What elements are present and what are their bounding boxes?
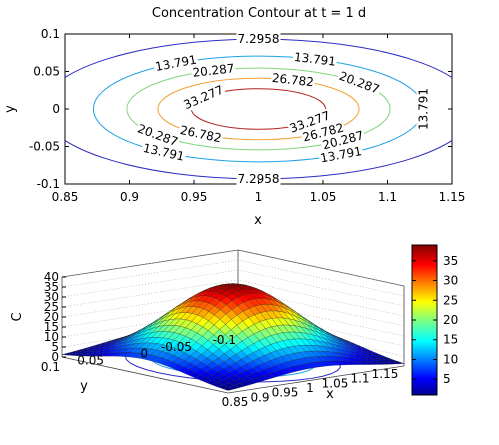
surface-patch: [222, 386, 235, 391]
surface-z-tick-label: 15: [44, 320, 59, 334]
surface-x-tick-label: 0.85: [222, 395, 249, 409]
contour-y-tick-label: 0.1: [41, 27, 60, 41]
contour-y-tick-label: 0: [52, 102, 60, 116]
surface-y-label: y: [80, 379, 88, 394]
contour-level-label: 7.2958: [238, 172, 280, 186]
surface-y-tick-label: -0.05: [161, 340, 192, 354]
surface-y-tick-label: -0.1: [213, 333, 236, 347]
surface-y-tick-label: 0.05: [77, 353, 104, 367]
surface-x-tick-label: 1.05: [322, 376, 349, 390]
surface-x-tick-label: 1.1: [350, 372, 369, 386]
contour-title: Concentration Contour at t = 1 d: [152, 6, 366, 21]
contour-label-bg: [153, 52, 199, 75]
surface-base-edges: [61, 356, 405, 394]
contour-label-bg: [236, 32, 281, 47]
contour-level-line: [157, 77, 360, 141]
surface-z-tick-label: 5: [51, 340, 59, 354]
contour-label-bg: [190, 61, 237, 81]
contour-x-tick-label: 1.05: [310, 190, 337, 204]
surface-grid-line: [61, 249, 405, 287]
surface-grid-line: [61, 279, 405, 317]
surface-z-tick-label: 10: [44, 330, 59, 344]
contour-x-tick-label: 1: [255, 190, 263, 204]
surface-grid-line: [61, 299, 405, 337]
colorbar: 5 10 15 20 25 30 35: [411, 244, 458, 396]
contour-level-label: 26.782: [179, 123, 223, 145]
contour-label-bg: [318, 143, 364, 166]
surface-z-label: C: [10, 312, 25, 321]
contour-label-bg: [300, 120, 347, 145]
contour-label-bg: [270, 70, 316, 90]
contour-x-tick-label: 1.1: [378, 190, 397, 204]
contour-label-bg: [336, 68, 383, 97]
contour-level-label: 13.791: [417, 88, 431, 130]
contour-label-bg: [286, 107, 333, 137]
contour-y-ticks: 0.1 0.05 0 -0.05 -0.1: [29, 27, 452, 191]
surface-grid-line: [61, 269, 405, 307]
contour-label-bg: [320, 127, 367, 153]
surface-z-tick-label: 25: [44, 300, 59, 314]
contour-x-tick-label: 0.85: [52, 190, 79, 204]
colorbar-tick-label: 20: [443, 313, 458, 327]
contour-plot: Concentration Contour at t = 1 d 7.2958 7…: [3, 6, 466, 228]
contour-level-label: 13.791: [154, 53, 198, 74]
contour-label-bg: [177, 122, 224, 146]
contour-x-ticks: 0.85 0.9 0.95 1 1.05 1.1 1.15: [52, 34, 466, 204]
surface-y-ticks: 0.1 0.05 0 -0.05 -0.1: [41, 333, 236, 374]
surface-y-tick-label: 0.1: [41, 360, 60, 374]
surface-grid-line: [61, 259, 405, 297]
surface-z-tick-label: 35: [44, 280, 59, 294]
contour-label-bg: [180, 82, 227, 113]
colorbar-tick-label: 5: [443, 372, 451, 386]
surface-x-tick-label: 1.15: [372, 367, 399, 381]
surface-box-top-edges: [61, 249, 405, 287]
surface-x-ticks: 0.85 0.9 0.95 1 1.05 1.1 1.15: [222, 367, 399, 409]
contour-y-tick-label: 0.05: [33, 65, 60, 79]
surface-grid-line: [61, 309, 405, 347]
contour-level-line: [65, 38, 452, 180]
surface-z-tick-label: 30: [44, 290, 59, 304]
contour-x-tick-label: 1.15: [439, 190, 466, 204]
surface-x-tick-label: 0.95: [272, 386, 299, 400]
contour-level-label: 7.2958: [238, 32, 280, 46]
surface-x-label: x: [326, 387, 334, 402]
contour-x-tick-label: 0.95: [181, 190, 208, 204]
colorbar-gradient: [411, 244, 438, 396]
contour-y-tick-label: -0.1: [37, 177, 60, 191]
surface-z-tick-label: 20: [44, 310, 59, 324]
contour-level-label: 26.782: [271, 71, 314, 90]
surface-grid-line: [61, 289, 405, 327]
contour-label-bg: [134, 121, 181, 150]
contour-level-label: 20.287: [192, 61, 235, 80]
colorbar-tick-label: 25: [443, 293, 458, 307]
contour-label-bg: [140, 140, 187, 164]
contour-level-line: [126, 67, 391, 151]
colorbar-tick-label: 30: [443, 274, 458, 288]
colorbar-tick-label: 15: [443, 333, 458, 347]
contour-lines: [65, 38, 452, 180]
surface-x-tick-label: 0.9: [250, 390, 269, 404]
surface-z-tick-label: 0: [51, 350, 59, 364]
contour-label-bg: [236, 171, 281, 186]
contour-level-label: 13.791: [293, 50, 336, 69]
surface-z-tick-label: 40: [44, 270, 59, 284]
contour-label-bg: [292, 49, 338, 69]
surface-y-tick-label: 0: [140, 347, 148, 361]
surface-mesh: [61, 283, 405, 391]
contour-y-tick-label: -0.05: [29, 140, 60, 154]
surface-x-tick-label: 1: [306, 381, 314, 395]
colorbar-tick-label: 35: [443, 254, 458, 268]
contour-x-tick-label: 0.9: [120, 190, 139, 204]
contour-y-label: y: [3, 105, 18, 113]
colorbar-ticks: 5 10 15 20 25 30 35: [412, 254, 458, 386]
contour-label-bg: [416, 87, 431, 131]
contour-x-label: x: [254, 213, 262, 228]
colorbar-tick-label: 10: [443, 352, 458, 366]
